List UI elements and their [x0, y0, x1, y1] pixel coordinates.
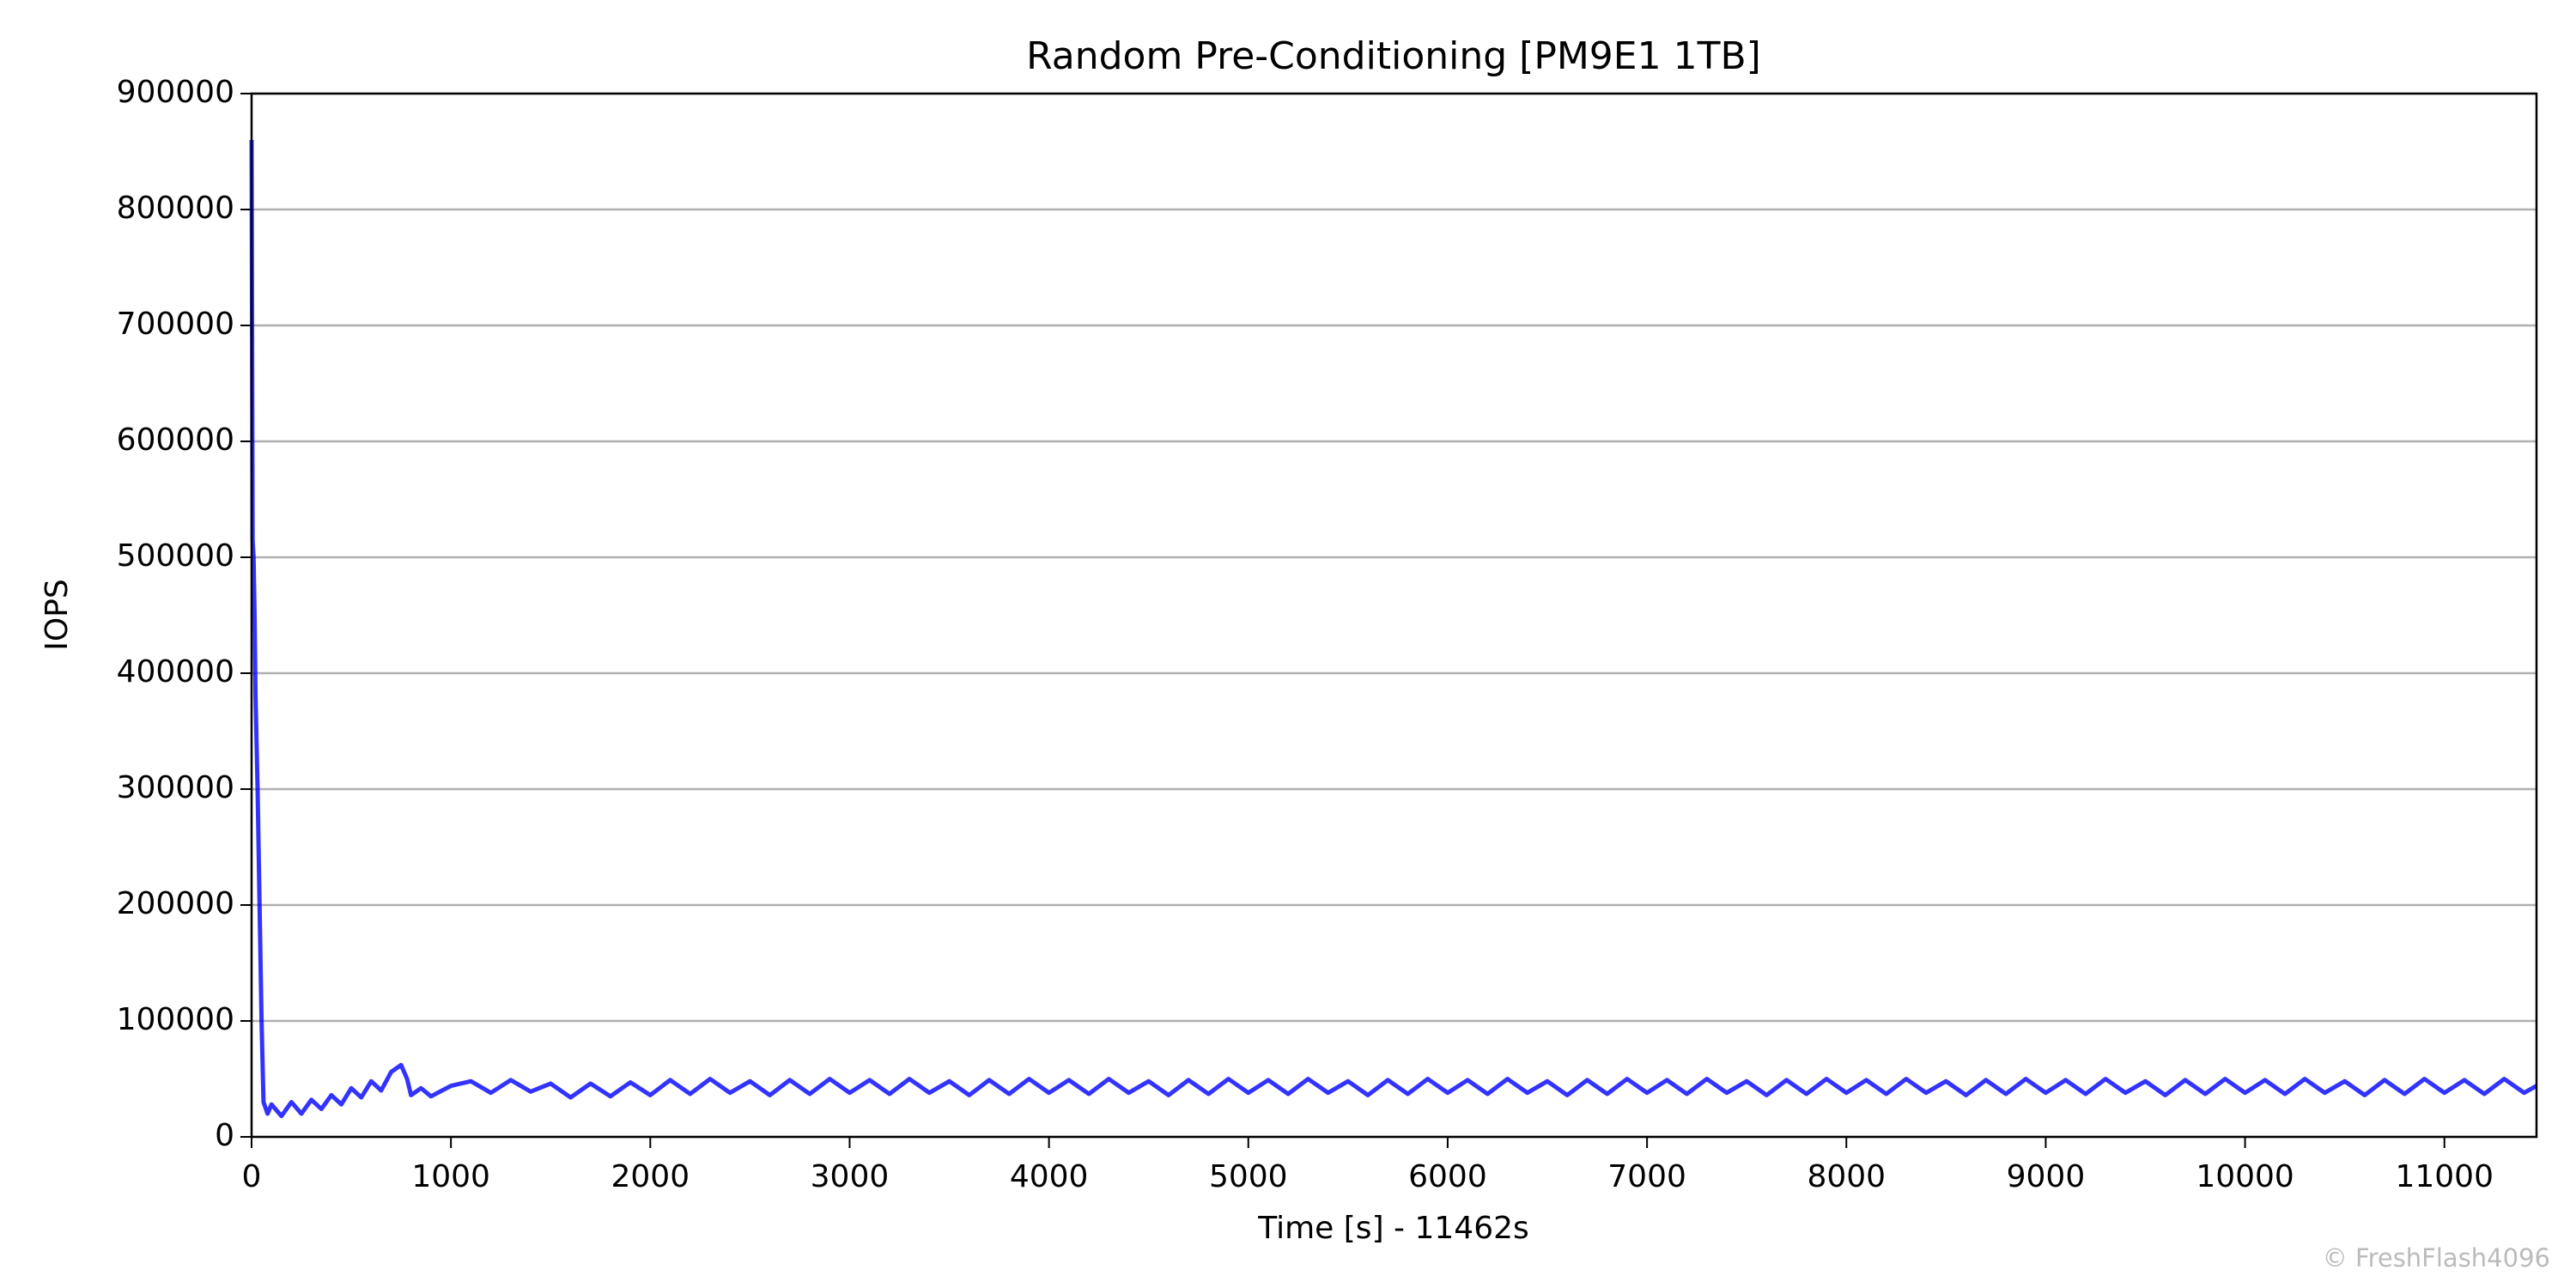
x-axis-label: Time [s] - 11462s — [1257, 1211, 1529, 1246]
y-tick-label: 0 — [215, 1118, 234, 1153]
y-tick-label: 700000 — [117, 307, 234, 342]
x-tick-label: 7000 — [1607, 1159, 1686, 1194]
watermark: © FreshFlash4096 — [2323, 1243, 2550, 1273]
x-tick-label: 5000 — [1209, 1159, 1288, 1194]
x-tick-label: 9000 — [2007, 1159, 2086, 1194]
chart-title: Random Pre-Conditioning [PM9E1 1TB] — [1026, 34, 1761, 78]
x-tick-label: 10000 — [2196, 1159, 2294, 1194]
plot-frame — [250, 92, 2538, 1139]
data-line — [249, 139, 2538, 1119]
x-tick-label: 0 — [242, 1159, 262, 1194]
x-tick-label: 4000 — [1010, 1159, 1089, 1194]
y-axis-label: IOPS — [39, 579, 75, 651]
x-tick-label: 8000 — [1807, 1159, 1886, 1194]
y-tick-label: 500000 — [117, 538, 234, 574]
y-tick-label: 200000 — [117, 886, 234, 921]
x-tick-label: 1000 — [411, 1159, 490, 1194]
y-tick-label: 400000 — [117, 654, 234, 690]
y-tick-label: 800000 — [117, 191, 234, 226]
y-tick-label: 600000 — [117, 422, 234, 458]
x-tick-label: 11000 — [2395, 1159, 2494, 1194]
y-tick-label: 100000 — [117, 1002, 234, 1037]
x-tick-label: 2000 — [611, 1159, 690, 1194]
y-tick-label: 300000 — [117, 770, 234, 805]
x-tick-label: 3000 — [811, 1159, 890, 1194]
x-tick-label: 6000 — [1408, 1159, 1487, 1194]
y-tick-label: 900000 — [117, 75, 234, 110]
